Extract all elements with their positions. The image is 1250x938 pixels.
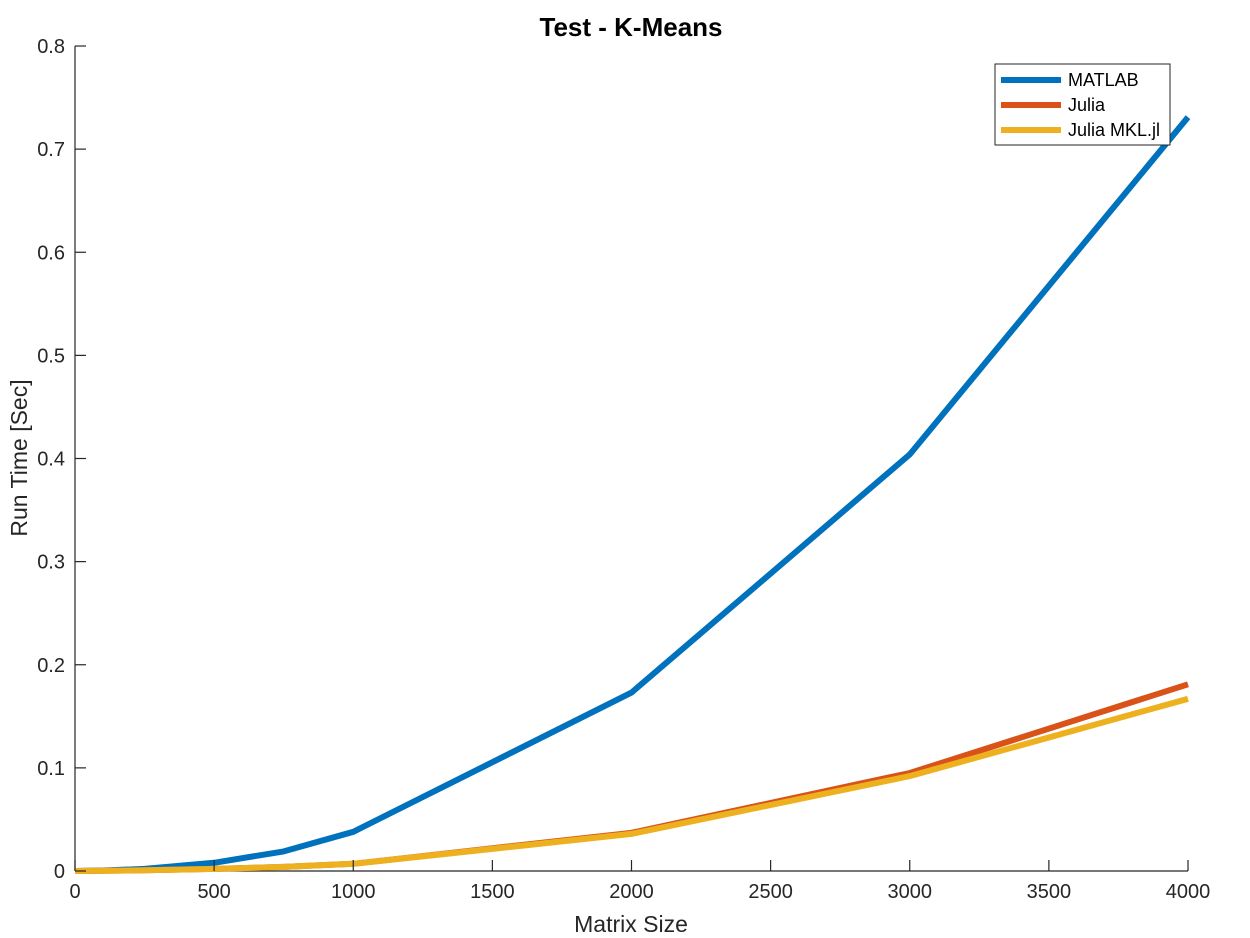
y-tick-label: 0.2 [37, 655, 65, 677]
x-tick-label: 2500 [748, 881, 793, 903]
y-axis-title: Run Time [Sec] [6, 379, 32, 536]
x-tick-label: 4000 [1166, 881, 1211, 903]
x-axis-title: Matrix Size [574, 911, 688, 937]
x-tick-label: 1500 [470, 881, 515, 903]
y-axis-ticks: 0 0.1 0.2 0.3 0.4 0.5 0.6 0.7 0.8 [37, 36, 86, 883]
y-tick-label: 0 [54, 861, 65, 883]
y-tick-label: 0.6 [37, 242, 65, 264]
legend: MATLAB Julia Julia MKL.jl [994, 63, 1171, 146]
x-tick-label: 0 [69, 881, 80, 903]
legend-label: Julia MKL.jl [1068, 120, 1160, 140]
chart-title: Test - K-Means [540, 12, 723, 42]
x-tick-label: 3500 [1027, 881, 1072, 903]
legend-label: MATLAB [1068, 70, 1139, 90]
y-tick-label: 0.4 [37, 449, 65, 471]
y-tick-label: 0.8 [37, 36, 65, 58]
y-tick-label: 0.1 [37, 758, 65, 780]
x-tick-label: 500 [197, 881, 230, 903]
series-line-3 [74, 695, 1189, 874]
legend-label: Julia [1068, 95, 1106, 115]
y-tick-label: 0.5 [37, 345, 65, 367]
series-lines [74, 115, 1191, 874]
x-tick-label: 1000 [331, 881, 376, 903]
x-tick-label: 2000 [609, 881, 654, 903]
y-tick-label: 0.7 [37, 139, 65, 161]
y-tick-label: 0.3 [37, 552, 65, 574]
x-tick-label: 3000 [888, 881, 933, 903]
x-axis-ticks: 0 500 1000 1500 2000 2500 3000 3500 4000 [69, 860, 1210, 903]
